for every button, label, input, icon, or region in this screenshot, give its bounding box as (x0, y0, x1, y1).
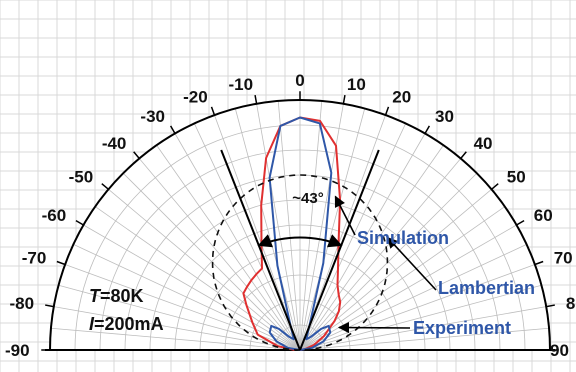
temperature-var: T (89, 286, 102, 306)
angle-tick-label: 90 (550, 341, 569, 360)
polar-tick-mark (210, 106, 216, 116)
fwhm-arc (257, 234, 343, 248)
angle-tick-label: -70 (22, 249, 47, 268)
fwhm-line (299, 149, 380, 351)
polar-spoke (299, 158, 462, 351)
polar-spoke (299, 108, 366, 351)
angle-tick-label: -40 (102, 134, 127, 153)
polar-grid (41, 91, 559, 351)
polar-spoke (299, 264, 536, 351)
angle-tick-label: 60 (534, 206, 553, 225)
lambertian-label: Lambertian (438, 278, 535, 298)
polar-spoke (58, 284, 301, 351)
polar-spoke (277, 100, 301, 351)
polar-spoke (122, 172, 301, 351)
polar-spoke (299, 243, 527, 351)
angle-tick-label: -90 (5, 341, 30, 360)
angle-tick-label: 30 (435, 107, 454, 126)
condition-current: I=200mA (89, 314, 164, 334)
angle-tick-label: 20 (392, 87, 411, 106)
angle-tick-label: 50 (507, 167, 526, 186)
temperature-value: =80K (100, 286, 144, 306)
polar-spoke (299, 144, 444, 351)
polar-spoke (299, 327, 550, 351)
angle-tick-label: 80 (566, 294, 576, 313)
polar-spoke (299, 100, 323, 351)
simulation-label: Simulation (357, 228, 449, 248)
angle-tick-label: -50 (69, 167, 94, 186)
fwhm-label: ~43° (292, 190, 323, 207)
polar-tick-mark (491, 183, 499, 190)
polar-tick-mark (384, 106, 390, 116)
polar-spoke (94, 206, 301, 351)
experiment-label: Experiment (413, 318, 511, 338)
polar-spoke (299, 224, 517, 351)
polar-spoke (299, 306, 547, 351)
simulation-pointer (334, 195, 356, 236)
polar-spoke (193, 123, 301, 351)
polar-tick-mark (133, 151, 140, 159)
angle-tick-label: -60 (42, 206, 67, 225)
polar-tick-mark (101, 183, 109, 190)
polar-spoke (299, 133, 426, 351)
polar-spoke (299, 114, 386, 351)
polar-spoke (234, 108, 301, 351)
angle-tick-label: -30 (140, 107, 165, 126)
angle-tick-label: 70 (554, 249, 573, 268)
polar-spoke (299, 123, 407, 351)
angle-tick-labels: -90 -80 -70 -60 -50 -40 -30 -20 -10 0 10 20 30 40 50 60… (5, 71, 576, 360)
experiment-pointer (337, 321, 411, 334)
experiment-curve (268, 116, 333, 351)
polar-spoke (108, 188, 301, 351)
polar-tick-mark (56, 260, 66, 266)
polar-tick-mark (342, 95, 346, 104)
angle-tick-label: 40 (474, 134, 493, 153)
angle-tick-label: -20 (183, 87, 208, 106)
angle-tick-label: -80 (10, 294, 35, 313)
polar-spoke (53, 306, 301, 351)
polar-spoke (174, 133, 301, 351)
polar-tick-mark (45, 304, 54, 308)
polar-spoke (83, 224, 301, 351)
polar-tick-mark (75, 219, 84, 226)
lambertian-curve (211, 174, 389, 351)
polar-spoke (73, 243, 301, 351)
polar-tick-mark (460, 151, 467, 159)
polar-spoke (214, 114, 301, 351)
polar-spoke (256, 103, 301, 351)
fwhm-line (220, 149, 301, 351)
polar-tick-mark (534, 260, 544, 266)
series-layer (211, 116, 389, 351)
current-value: =200mA (94, 314, 164, 334)
angle-tick-label: 0 (295, 71, 304, 90)
angle-tick-label: -10 (229, 75, 254, 94)
polar-tick-mark (169, 125, 176, 134)
polar-tick-mark (546, 304, 555, 308)
current-var: I (89, 314, 95, 334)
polar-spoke (299, 284, 542, 351)
polar-tick-mark (254, 95, 258, 104)
angle-tick-label: 10 (347, 75, 366, 94)
polar-spoke (50, 327, 301, 351)
lambertian-pointer (386, 236, 437, 291)
polar-spoke (138, 158, 301, 351)
polar-spoke (299, 172, 478, 351)
polar-spoke (156, 144, 301, 351)
polar-spoke (299, 206, 506, 351)
annotation-layer (220, 149, 437, 351)
polar-tick-mark (424, 125, 431, 134)
condition-temperature: T=80K (89, 286, 144, 306)
polar-tick-mark (516, 219, 525, 226)
